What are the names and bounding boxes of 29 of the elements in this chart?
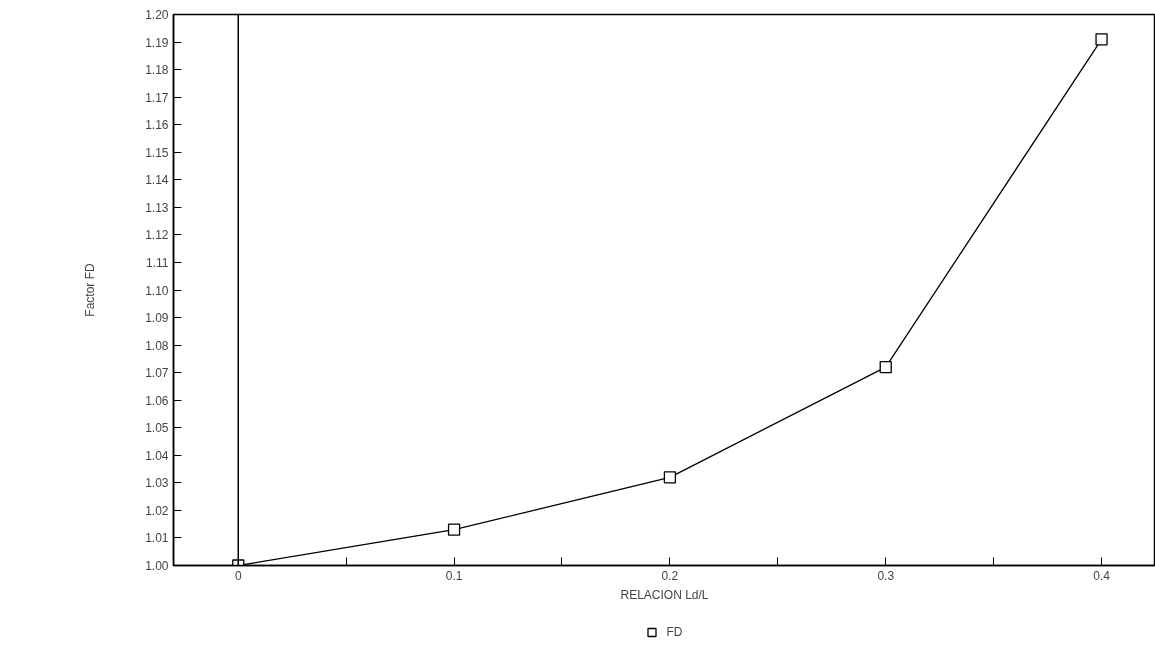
y-tick-label: 1.18 — [145, 63, 169, 78]
y-tick-label: 1.02 — [145, 503, 169, 518]
y-tick-label: 1.09 — [145, 311, 169, 326]
x-tick-label: 0.4 — [1093, 568, 1111, 583]
y-tick-label: 1.16 — [145, 118, 169, 133]
y-axis-title: Factor FD — [83, 263, 98, 317]
x-tick-label: 0 — [234, 568, 242, 583]
y-tick-label: 1.00 — [145, 559, 169, 573]
y-tick-label: 1.17 — [145, 90, 169, 105]
y-tick-label: 1.05 — [145, 421, 169, 436]
y-tick-label: 1.04 — [145, 448, 169, 463]
y-tick-label: 1.01 — [145, 531, 169, 546]
y-tick-label: 1.12 — [145, 228, 169, 243]
y-tick-label: 1.14 — [145, 173, 169, 188]
y-tick-label: 1.08 — [145, 338, 169, 353]
y-tick-label: 1.06 — [145, 393, 169, 408]
x-tick-label: 0.1 — [445, 568, 463, 583]
y-tick-label: 1.15 — [145, 145, 169, 160]
y-tick-label: 1.11 — [146, 255, 169, 270]
y-tick-label: 1.10 — [145, 283, 169, 298]
y-tick-label: 1.19 — [145, 35, 169, 50]
x-tick-label: 0.3 — [877, 568, 895, 583]
y-tick-label: 1.07 — [145, 366, 169, 381]
y-tick-label: 1.13 — [145, 200, 169, 215]
legend-label: FD — [666, 625, 684, 639]
x-axis-title: RELACION Ld/L — [620, 587, 709, 602]
y-tick-label: 1.20 — [145, 8, 169, 22]
x-tick-label: 0.2 — [661, 568, 679, 583]
y-tick-label: 1.03 — [145, 476, 169, 491]
